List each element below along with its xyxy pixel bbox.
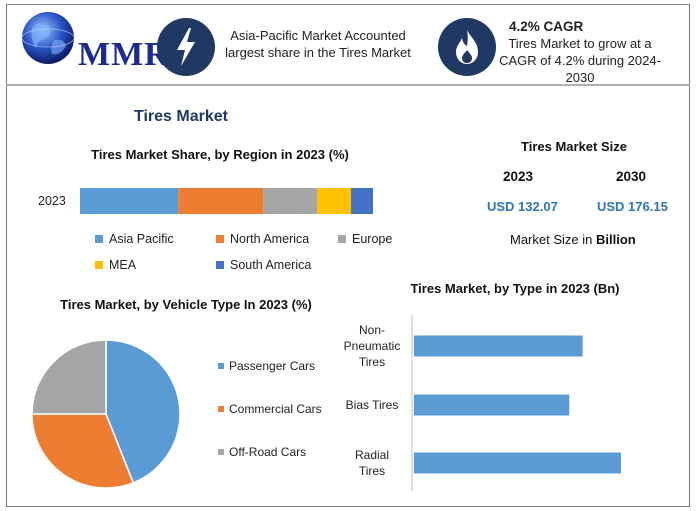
region-bar-asia-pacific (80, 188, 179, 214)
region-bar-europe (263, 188, 318, 214)
region-legend-asia-pacific: Asia Pacific (95, 232, 174, 246)
market-size-year-2030: 2030 (616, 169, 647, 184)
header-divider (6, 84, 690, 86)
region-bar-mea (317, 188, 352, 214)
cagr-title: 4.2% CAGR (509, 19, 584, 34)
main-title: Tires Market (134, 108, 228, 125)
unit-prefix: Market Size in (510, 232, 596, 247)
market-size-value-2023: USD 132.07 (487, 199, 558, 214)
unit-bold: Billion (595, 232, 636, 247)
legend-swatch (338, 235, 346, 243)
market-size-unit: Market Size in Billion (510, 232, 636, 247)
region-chart-title: Tires Market Share, by Region in 2023 (%… (91, 147, 349, 162)
region-legend-europe: Europe (338, 232, 392, 246)
lightning-bolt-icon (157, 18, 215, 76)
legend-label: South America (230, 258, 312, 272)
type-bar-bias-tires (414, 394, 570, 416)
logo-text: MMR (78, 36, 170, 73)
legend-label: MEA (109, 258, 137, 272)
legend-label: Asia Pacific (109, 232, 174, 246)
legend-swatch (95, 261, 103, 269)
legend-swatch (95, 235, 103, 243)
cagr-text: Tires Market to grow at a CAGR of 4.2% d… (499, 36, 661, 85)
region-category-label: 2023 (38, 194, 66, 208)
type-bar-chart: Non-Pneumatic Tires Bias Tires Radial Tires (344, 315, 621, 491)
pie-slice-commercial-cars (31, 413, 135, 489)
vehicle-legend-passenger-cars: Passenger Cars (218, 359, 315, 373)
mmr-logo: MMR (18, 10, 169, 73)
vehicle-chart-title: Tires Market, by Vehicle Type In 2023 (%… (60, 297, 312, 312)
type-category-label: Bias Tires (346, 398, 399, 412)
type-chart-title: Tires Market, by Type in 2023 (Bn) (410, 281, 620, 296)
market-size-title: Tires Market Size (521, 139, 627, 154)
region-legend-mea: MEA (95, 258, 136, 272)
globe-icon (21, 12, 75, 64)
region-bar-north-america (178, 188, 264, 214)
region-bar-south-america (351, 188, 373, 214)
vehicle-pie-chart (31, 339, 181, 489)
vehicle-legend-commercial-cars: Commercial Cars (218, 402, 322, 416)
legend-label: Europe (352, 232, 393, 246)
legend-swatch (218, 449, 224, 455)
market-size-year-2023: 2023 (503, 169, 534, 184)
region-stacked-bar-chart: 2023 (38, 188, 373, 214)
pie-slice-off-road-cars (31, 339, 107, 415)
pie-slice-passenger-cars (105, 339, 181, 484)
legend-label: Off-Road Cars (229, 445, 307, 459)
card2-block: 4.2% CAGR Tires Market to grow at a CAGR… (499, 18, 661, 86)
legend-label: Passenger Cars (229, 359, 316, 373)
flame-icon (438, 18, 496, 76)
region-legend-south-america: South America (216, 258, 311, 272)
legend-swatch (216, 261, 224, 269)
legend-label: North America (230, 232, 310, 246)
type-category-label: Radial Tires (355, 448, 389, 478)
legend-swatch (218, 363, 224, 369)
legend-label: Commercial Cars (229, 402, 322, 416)
type-bar-radial-tires (414, 452, 621, 474)
vehicle-legend-off-road-cars: Off-Road Cars (218, 445, 306, 459)
market-size-value-2030: USD 176.15 (597, 199, 668, 214)
legend-swatch (216, 235, 224, 243)
card1-text: Asia-Pacific Market Accounted largest sh… (225, 28, 411, 60)
legend-swatch (218, 406, 224, 412)
type-bar-non-pneumatic-tires (414, 335, 583, 357)
region-legend-north-america: North America (216, 232, 309, 246)
type-category-label: Non-Pneumatic Tires (344, 323, 401, 369)
